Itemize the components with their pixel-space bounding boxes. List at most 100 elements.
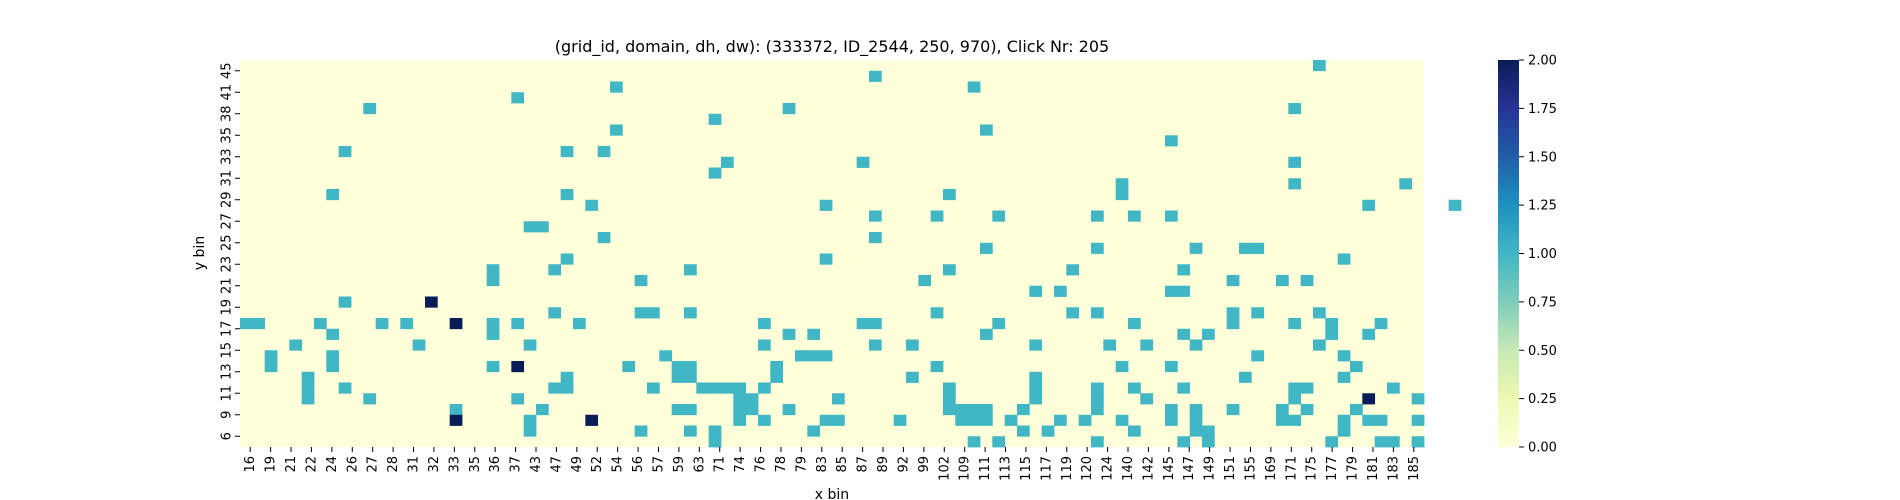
heatmap-cell bbox=[1165, 414, 1178, 426]
heatmap-cell bbox=[930, 307, 944, 319]
heatmap-cell bbox=[1350, 361, 1363, 373]
heatmap-cell bbox=[634, 275, 648, 287]
x-tick-label: 76 bbox=[754, 456, 769, 473]
heatmap-cell bbox=[523, 425, 537, 437]
x-tick-label: 54 bbox=[611, 456, 626, 473]
x-tick-label: 56 bbox=[631, 456, 646, 473]
heatmap-cell bbox=[1337, 371, 1351, 383]
heatmap-cell bbox=[930, 361, 944, 373]
heatmap-cell bbox=[1226, 275, 1240, 287]
heatmap-cell bbox=[869, 318, 882, 330]
colorbar-tick-label: 0.00 bbox=[1528, 441, 1557, 456]
x-tick-label: 177 bbox=[1325, 456, 1340, 481]
heatmap-cell bbox=[264, 361, 278, 373]
heatmap-cell bbox=[684, 307, 697, 319]
x-tick-label: 27 bbox=[366, 456, 381, 473]
heatmap-cell bbox=[943, 393, 956, 405]
heatmap-cell bbox=[523, 221, 537, 233]
x-tick-label: 47 bbox=[549, 456, 564, 473]
heatmap-cell bbox=[1165, 135, 1178, 147]
heatmap-cell bbox=[1128, 382, 1141, 394]
heatmap-cell bbox=[770, 371, 784, 383]
heatmap-cell bbox=[1189, 242, 1203, 254]
heatmap-cell bbox=[548, 382, 562, 394]
x-tick-label: 26 bbox=[345, 456, 360, 473]
heatmap-cell bbox=[943, 382, 956, 394]
x-tick-label: 99 bbox=[917, 456, 932, 473]
heatmap-cell bbox=[1041, 425, 1055, 437]
heatmap-cell bbox=[560, 382, 574, 394]
heatmap-cell bbox=[1374, 414, 1388, 426]
y-tick-label: 25 bbox=[220, 234, 235, 251]
x-tick-label: 149 bbox=[1203, 456, 1218, 481]
y-tick-label: 17 bbox=[220, 320, 235, 337]
heatmap-cell bbox=[967, 81, 981, 93]
heatmap-cell bbox=[967, 436, 981, 448]
heatmap-cell bbox=[1091, 393, 1104, 405]
heatmap-cell bbox=[486, 361, 500, 373]
x-tick-label: 35 bbox=[468, 456, 483, 473]
x-tick-label: 142 bbox=[1141, 456, 1156, 481]
x-tick-label: 181 bbox=[1366, 456, 1381, 481]
heatmap-cell bbox=[869, 339, 882, 351]
heatmap-cell bbox=[1239, 371, 1252, 383]
heatmap-cell bbox=[807, 328, 821, 340]
colorbar-tick-label: 0.50 bbox=[1528, 344, 1557, 359]
heatmap-cell bbox=[1115, 178, 1129, 190]
heatmap-cell bbox=[733, 414, 747, 426]
heatmap-cell bbox=[955, 414, 969, 426]
heatmap-cell bbox=[721, 382, 734, 394]
heatmap-cell bbox=[240, 318, 253, 330]
heatmap-cell bbox=[1362, 199, 1376, 211]
x-tick-label: 140 bbox=[1121, 456, 1136, 481]
heatmap-cell bbox=[449, 318, 463, 330]
heatmap-cell bbox=[1103, 339, 1117, 351]
heatmap-cell bbox=[1350, 404, 1363, 416]
heatmap-cell bbox=[252, 318, 266, 330]
heatmap-cell bbox=[1374, 436, 1388, 448]
heatmap-cell bbox=[967, 414, 981, 426]
y-tick-label: 15 bbox=[220, 342, 235, 359]
heatmap-cell bbox=[511, 92, 525, 104]
heatmap-cell bbox=[708, 167, 722, 179]
x-tick-label: 151 bbox=[1223, 456, 1238, 481]
x-axis-ticks: 16 19 21 22 24 26 27 28 31 32 33 35 36 37 43 47 49 52 54 56… bbox=[243, 447, 1422, 481]
heatmap-cell bbox=[548, 264, 562, 276]
heatmap-cell bbox=[1066, 264, 1080, 276]
heatmap-cell bbox=[671, 361, 685, 373]
heatmap-cell bbox=[301, 382, 315, 394]
heatmap-cell bbox=[486, 275, 500, 287]
heatmap-cell bbox=[684, 425, 697, 437]
x-tick-label: 85 bbox=[835, 456, 850, 473]
heatmap-cell bbox=[1115, 414, 1129, 426]
heatmap-cell bbox=[832, 393, 845, 405]
y-tick-label: 35 bbox=[220, 127, 235, 144]
heatmap-cell bbox=[363, 103, 377, 115]
x-tick-label: 28 bbox=[386, 456, 401, 473]
heatmap-cell bbox=[1202, 425, 1215, 437]
heatmap-cell bbox=[511, 318, 525, 330]
heatmap-cell bbox=[1177, 285, 1191, 297]
heatmap-cell bbox=[955, 404, 969, 416]
heatmap-cell bbox=[1029, 285, 1043, 297]
colorbar-tick-label: 0.25 bbox=[1528, 392, 1557, 407]
heatmap-cell bbox=[1029, 339, 1043, 351]
heatmap-cell bbox=[893, 414, 907, 426]
heatmap-cell bbox=[338, 296, 352, 308]
heatmap-cell bbox=[1288, 318, 1302, 330]
colorbar-tick-label: 1.00 bbox=[1528, 247, 1557, 262]
heatmap-cell bbox=[758, 382, 771, 394]
x-tick-label: 31 bbox=[407, 456, 422, 473]
heatmap-cell bbox=[314, 318, 327, 330]
heatmap-cell bbox=[511, 393, 525, 405]
heatmap-cell bbox=[1300, 275, 1314, 287]
heatmap-cell bbox=[1091, 382, 1104, 394]
heatmap-cell bbox=[425, 296, 438, 308]
heatmap-cell bbox=[1300, 404, 1314, 416]
y-tick-label: 6 bbox=[220, 432, 235, 440]
heatmap-cell bbox=[338, 146, 352, 158]
heatmap-cell bbox=[1288, 382, 1302, 394]
heatmap-cell bbox=[992, 210, 1006, 222]
heatmap-cell bbox=[1313, 339, 1326, 351]
